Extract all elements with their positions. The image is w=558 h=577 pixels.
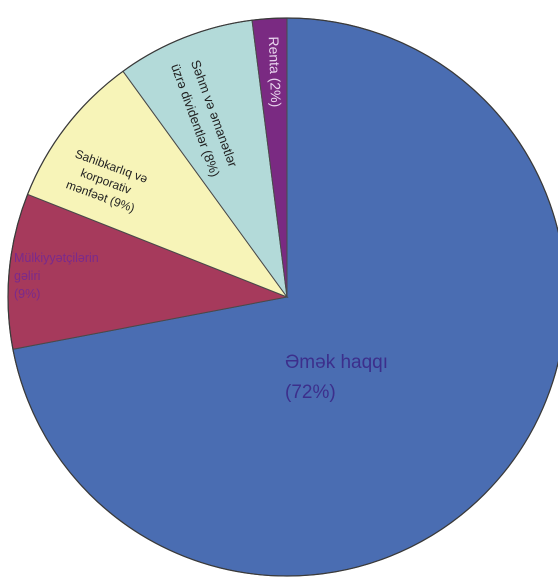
slice-label-0-line-0: Əmək haqqı <box>285 352 388 373</box>
slice-label-0-line-1: (72%) <box>285 382 336 403</box>
slice-label-1: Mülkiyyətçilərin gəliri (9%) <box>14 251 99 301</box>
slice-label-0: Əmək haqqı (72%) <box>285 352 388 403</box>
slice-label-1-line-0: Mülkiyyətçilərin <box>14 251 99 265</box>
slice-label-1-line-2: (9%) <box>14 287 40 301</box>
slice-label-1-line-1: gəliri <box>14 269 40 283</box>
pie-outline <box>7 17 558 577</box>
slice-label-4-line-0: Renta (2%) <box>266 36 284 107</box>
slice-label-4: Renta (2%) <box>266 36 284 107</box>
